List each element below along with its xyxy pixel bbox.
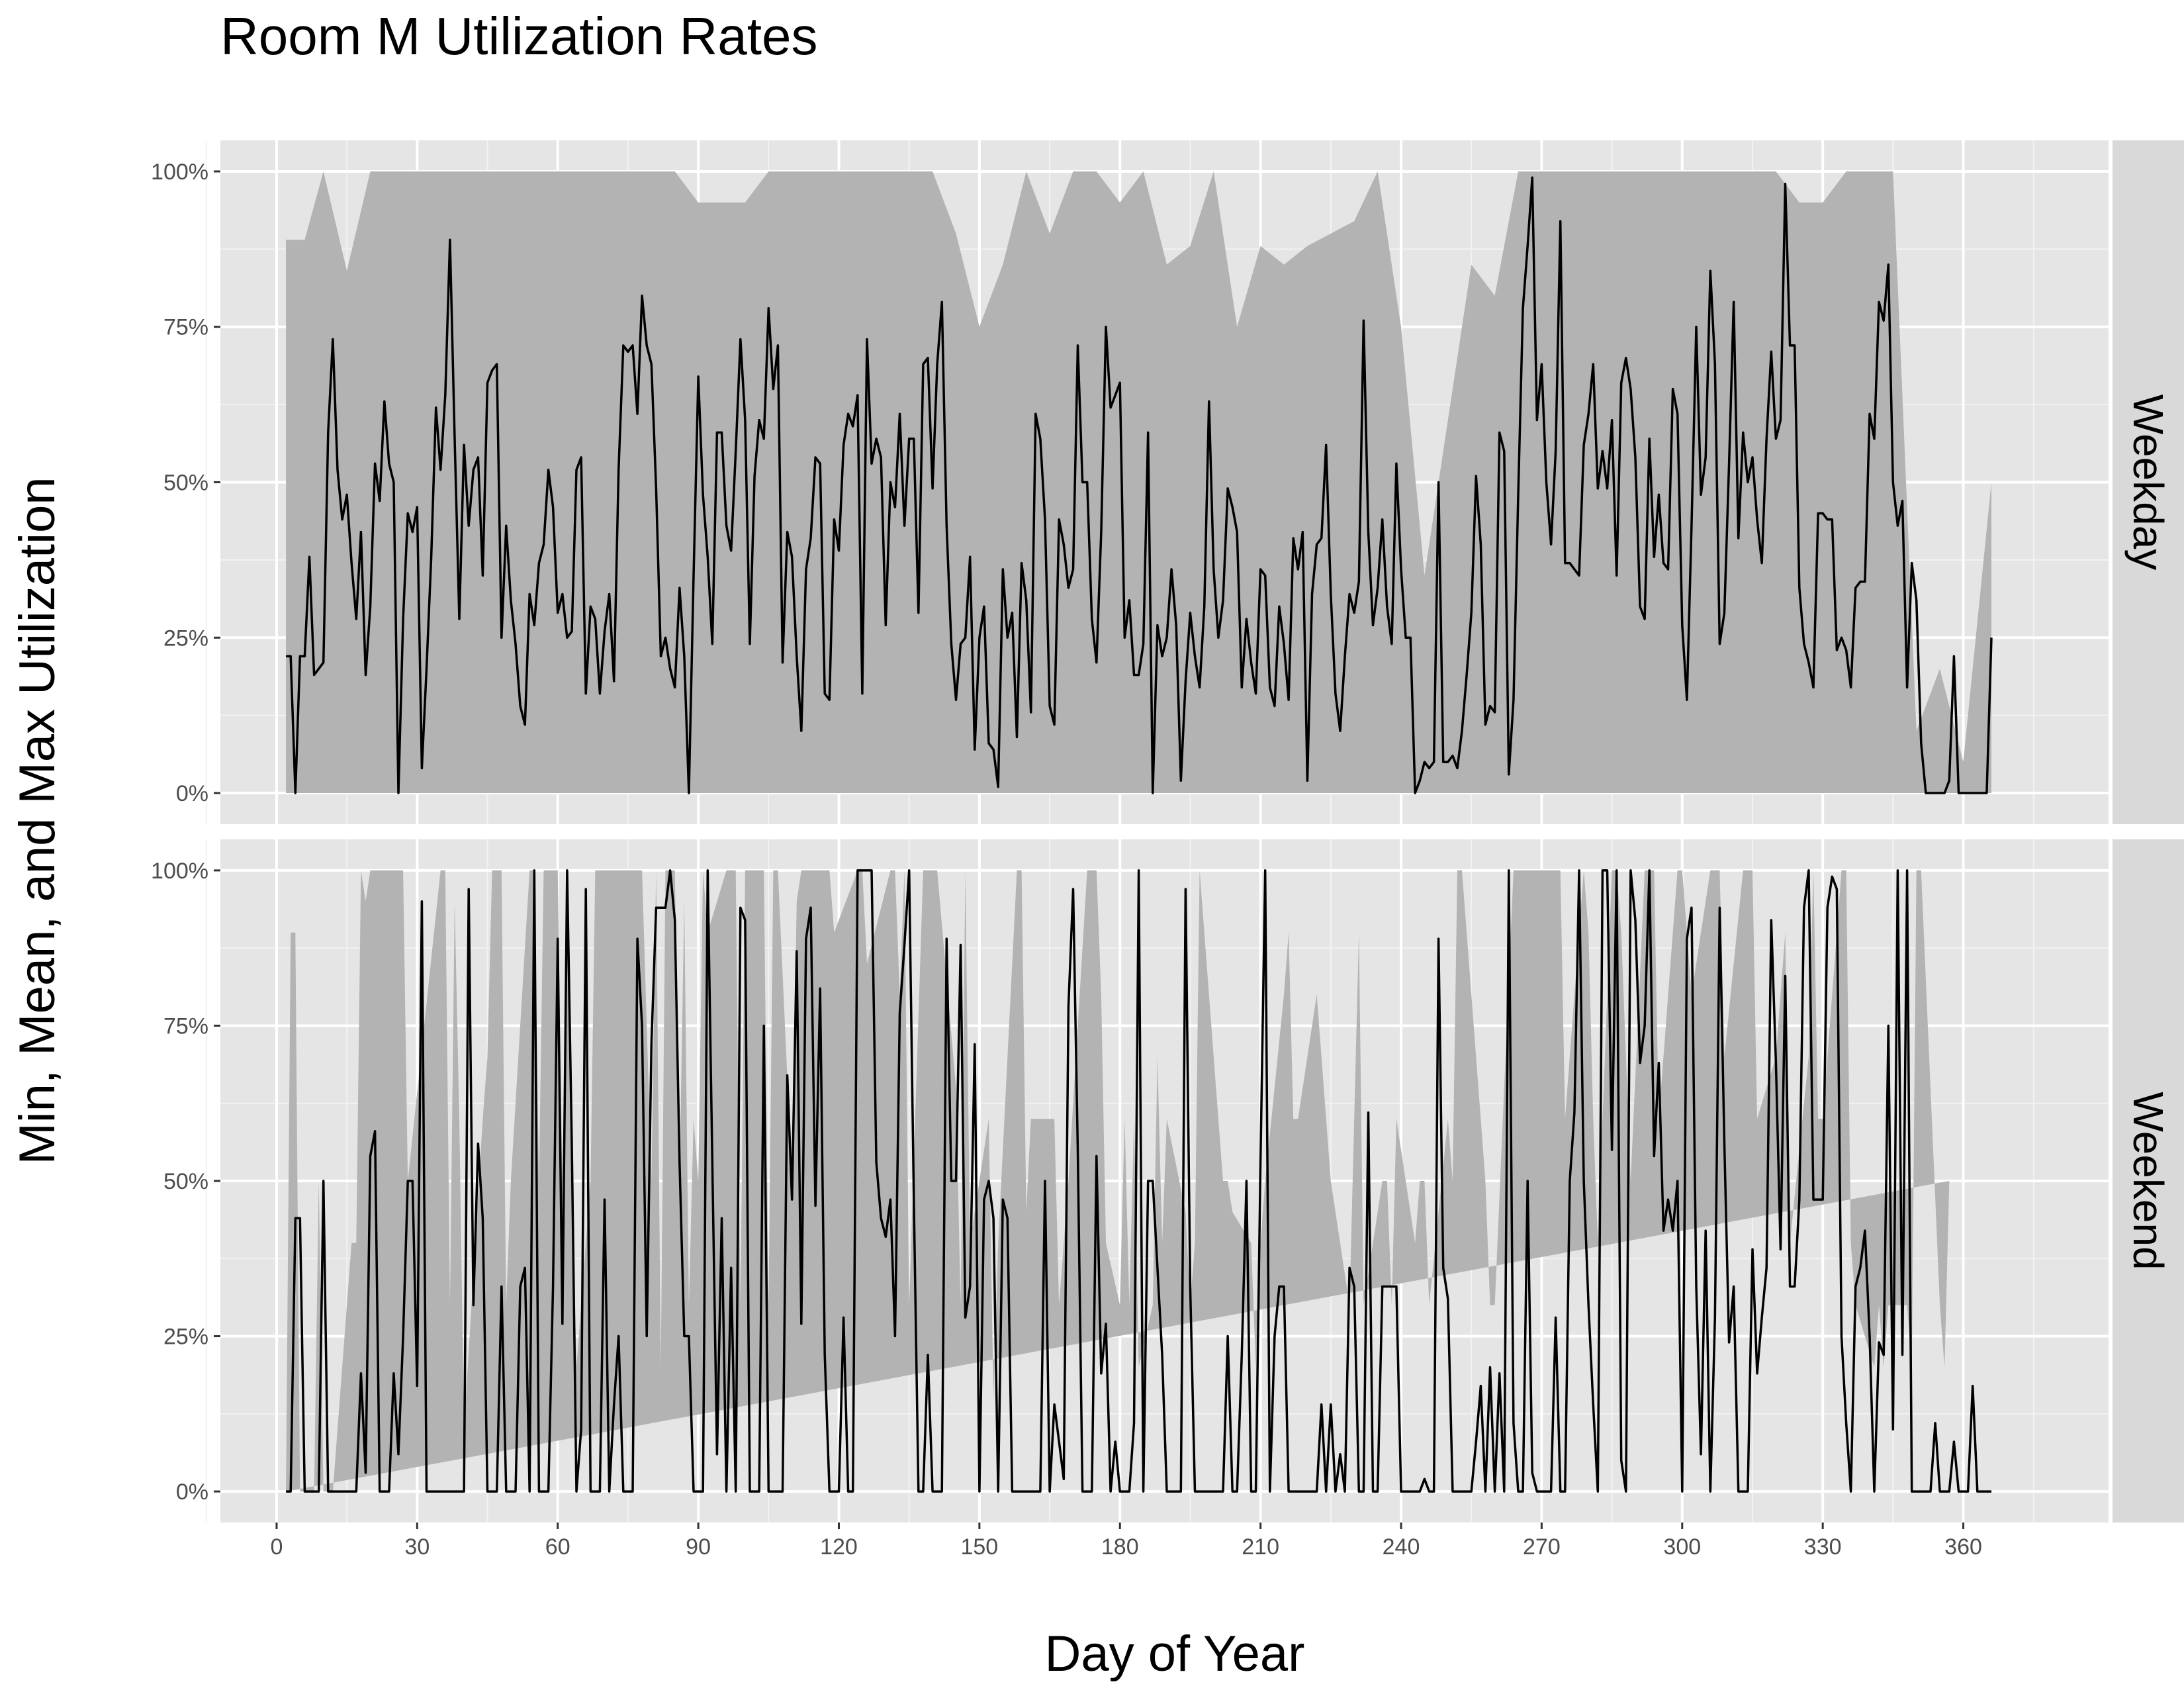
x-tick-label: 0 xyxy=(270,1534,283,1560)
y-tick-label: 50% xyxy=(163,1169,208,1194)
x-tick-label: 30 xyxy=(404,1534,430,1560)
y-tick-label: 25% xyxy=(163,626,208,651)
y-tick-label: 0% xyxy=(176,1479,208,1505)
y-tick-label: 100% xyxy=(151,160,208,185)
y-tick-label: 0% xyxy=(176,781,208,806)
x-tick-label: 240 xyxy=(1383,1534,1420,1560)
y-tick-label: 50% xyxy=(163,471,208,496)
x-axis-title: Day of Year xyxy=(1045,1626,1305,1682)
y-axis-title: Min, Mean, and Max Utilization xyxy=(9,477,66,1164)
y-tick-label: 25% xyxy=(163,1325,208,1350)
facet-strip-label-weekend: Weekend xyxy=(2124,1092,2172,1270)
x-tick-label: 300 xyxy=(1663,1534,1701,1560)
y-tick-label: 75% xyxy=(163,1013,208,1039)
mean-line-weekend xyxy=(286,869,1991,1493)
facet-panel-weekday: Weekday 0% 25% 50% 75% 100% xyxy=(151,140,2184,824)
x-tick-label: 150 xyxy=(960,1534,998,1560)
min-max-ribbon-weekday xyxy=(286,171,1991,793)
y-tick-label: 75% xyxy=(163,315,208,340)
facet-strip-label-weekday: Weekday xyxy=(2124,395,2172,571)
facet-strip-weekday xyxy=(2113,140,2184,824)
x-tick-label: 360 xyxy=(1944,1534,1982,1560)
x-tick-label: 330 xyxy=(1804,1534,1842,1560)
x-tick-label: 210 xyxy=(1242,1534,1279,1560)
x-tick-label: 270 xyxy=(1523,1534,1561,1560)
x-tick-label: 90 xyxy=(686,1534,711,1560)
x-tick-label: 120 xyxy=(820,1534,858,1560)
facet-panel-weekend: Weekend 0% 25% 50% 75% 100% xyxy=(151,839,2184,1523)
x-tick-label: 180 xyxy=(1101,1534,1139,1560)
x-tick-label: 60 xyxy=(545,1534,570,1560)
facet-strip-weekend xyxy=(2113,839,2184,1523)
y-tick-label: 100% xyxy=(151,859,208,884)
mean-line-weekday xyxy=(286,176,1993,794)
chart-title: Room M Utilization Rates xyxy=(220,7,818,66)
min-max-ribbon-weekend xyxy=(286,870,1950,1492)
x-axis: 0 30 60 90 120 150 180 210 240 270 300 330 360 xyxy=(270,1523,1982,1560)
